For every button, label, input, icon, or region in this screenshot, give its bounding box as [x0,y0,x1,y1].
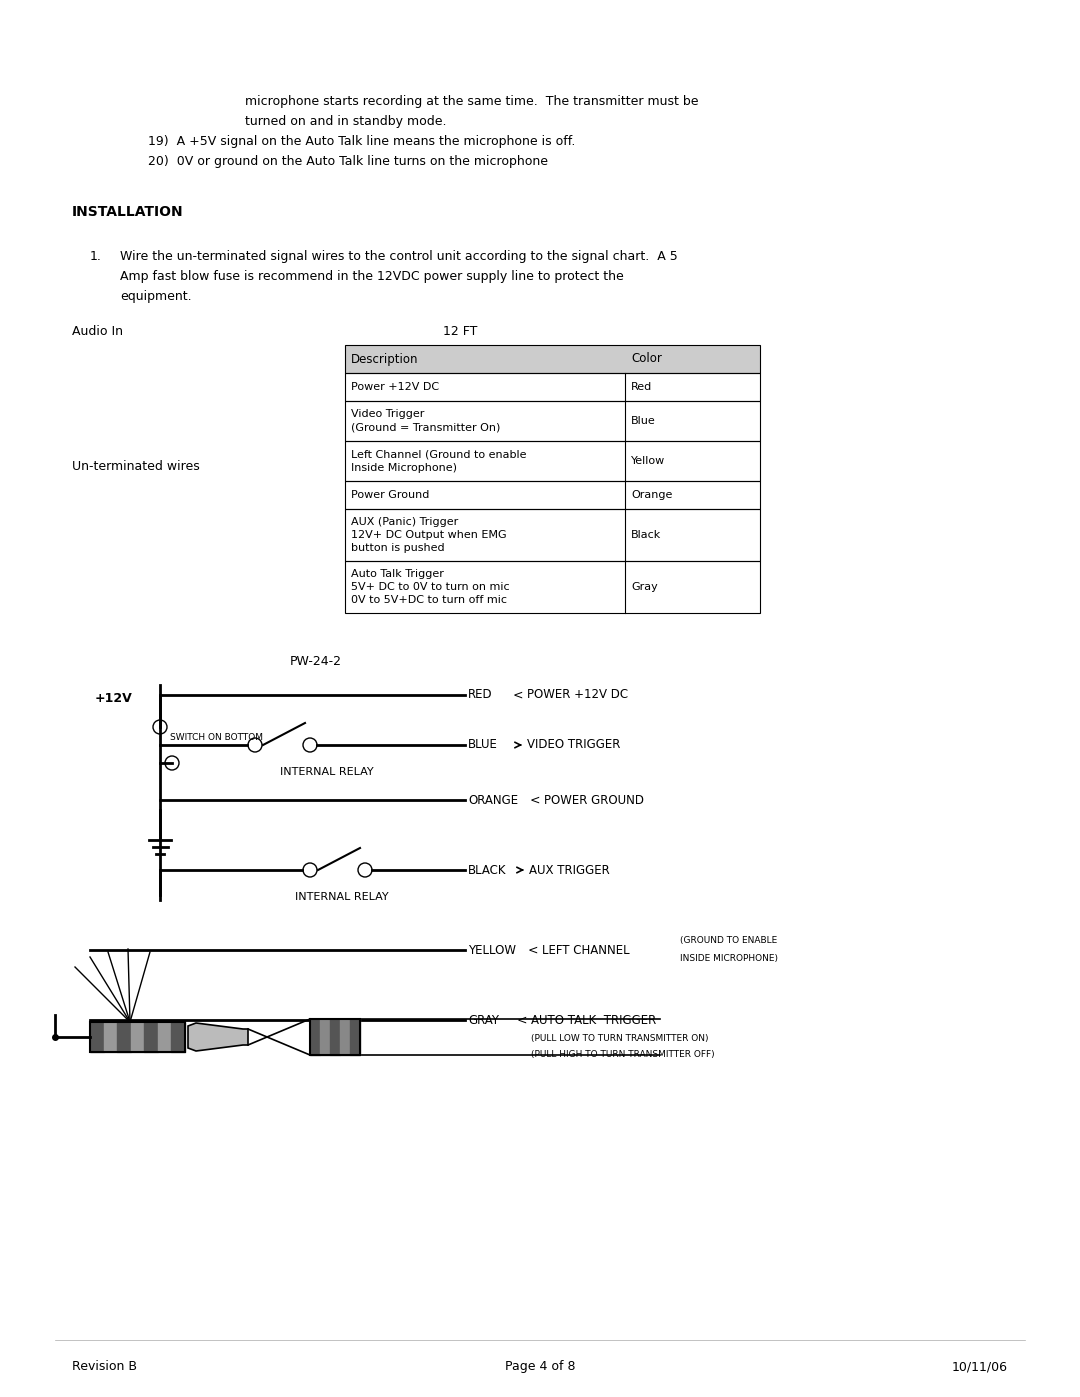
Text: POWER +12V DC: POWER +12V DC [527,689,629,701]
Text: <: < [530,793,540,806]
Bar [117,1023,131,1052]
Text: Description: Description [351,352,419,366]
Bar [310,1018,360,1055]
Bar [310,1018,320,1055]
Bar [345,562,760,613]
Text: equipment.: equipment. [120,291,191,303]
Text: PW-24-2: PW-24-2 [291,655,342,668]
Text: POWER GROUND: POWER GROUND [544,793,644,806]
Text: Video Trigger
(Ground = Transmitter On): Video Trigger (Ground = Transmitter On) [351,409,500,433]
Text: INSIDE MICROPHONE): INSIDE MICROPHONE) [680,954,778,963]
Text: Audio In: Audio In [72,326,123,338]
Text: ORANGE: ORANGE [468,793,518,806]
Bar [330,1018,340,1055]
Text: 10/11/06: 10/11/06 [951,1361,1008,1373]
Text: Left Channel (Ground to enable
Inside Microphone): Left Channel (Ground to enable Inside Mi… [351,450,527,472]
Text: Orange: Orange [631,490,673,500]
Bar [345,441,760,481]
Text: Wire the un-terminated signal wires to the control unit according to the signal : Wire the un-terminated signal wires to t… [120,250,678,263]
Text: <: < [517,1013,527,1027]
Bar [104,1023,117,1052]
Text: 19)  A +5V signal on the Auto Talk line means the microphone is off.: 19) A +5V signal on the Auto Talk line m… [148,136,576,148]
Bar [131,1023,145,1052]
Text: Blue: Blue [631,416,656,426]
Bar [350,1018,360,1055]
Text: turned on and in standby mode.: turned on and in standby mode. [245,115,446,129]
Text: Yellow: Yellow [631,455,665,467]
Text: Auto Talk Trigger
5V+ DC to 0V to turn on mic
0V to 5V+DC to turn off mic: Auto Talk Trigger 5V+ DC to 0V to turn o… [351,569,510,605]
Text: Black: Black [631,529,661,541]
Text: (GROUND TO ENABLE: (GROUND TO ENABLE [680,936,778,944]
Bar [345,401,760,441]
Text: INTERNAL RELAY: INTERNAL RELAY [280,767,374,777]
Bar [90,1023,104,1052]
Text: AUTO TALK  TRIGGER: AUTO TALK TRIGGER [531,1013,657,1027]
Text: Gray: Gray [631,583,658,592]
Text: VIDEO TRIGGER: VIDEO TRIGGER [527,739,620,752]
Text: 12 FT: 12 FT [443,326,477,338]
Polygon shape [188,1023,248,1051]
Text: Page 4 of 8: Page 4 of 8 [504,1361,576,1373]
Text: Revision B: Revision B [72,1361,137,1373]
Text: BLACK: BLACK [468,863,507,876]
Text: SWITCH ON BOTTOM: SWITCH ON BOTTOM [170,732,264,742]
Text: AUX TRIGGER: AUX TRIGGER [529,863,610,876]
Text: Power Ground: Power Ground [351,490,430,500]
Text: INTERNAL RELAY: INTERNAL RELAY [295,893,389,902]
Text: 20)  0V or ground on the Auto Talk line turns on the microphone: 20) 0V or ground on the Auto Talk line t… [148,155,548,168]
Bar [145,1023,158,1052]
Text: Un-terminated wires: Un-terminated wires [72,460,200,474]
Text: LEFT CHANNEL: LEFT CHANNEL [542,943,630,957]
Bar [90,1023,185,1052]
Bar [320,1018,330,1055]
Text: <: < [513,689,524,701]
Bar [345,481,760,509]
Bar [340,1018,350,1055]
Text: Amp fast blow fuse is recommend in the 12VDC power supply line to protect the: Amp fast blow fuse is recommend in the 1… [120,270,624,284]
Text: AUX (Panic) Trigger
12V+ DC Output when EMG
button is pushed: AUX (Panic) Trigger 12V+ DC Output when … [351,517,507,553]
Bar [345,373,760,401]
Text: <: < [528,943,539,957]
Text: Color: Color [631,352,662,366]
Text: INSTALLATION: INSTALLATION [72,205,184,219]
Text: 1.: 1. [90,250,102,263]
Text: Red: Red [631,381,652,393]
Text: (PULL HIGH TO TURN TRANSMITTER OFF): (PULL HIGH TO TURN TRANSMITTER OFF) [531,1051,715,1059]
Text: RED: RED [468,689,492,701]
Text: +12V: +12V [95,692,133,704]
Bar [345,509,760,562]
Bar [345,345,760,373]
Text: (PULL LOW TO TURN TRANSMITTER ON): (PULL LOW TO TURN TRANSMITTER ON) [531,1034,708,1042]
Text: microphone starts recording at the same time.  The transmitter must be: microphone starts recording at the same … [245,95,699,108]
Text: BLUE: BLUE [468,739,498,752]
Bar [158,1023,172,1052]
Text: GRAY: GRAY [468,1013,499,1027]
Bar [172,1023,185,1052]
Text: Power +12V DC: Power +12V DC [351,381,440,393]
Text: YELLOW: YELLOW [468,943,516,957]
